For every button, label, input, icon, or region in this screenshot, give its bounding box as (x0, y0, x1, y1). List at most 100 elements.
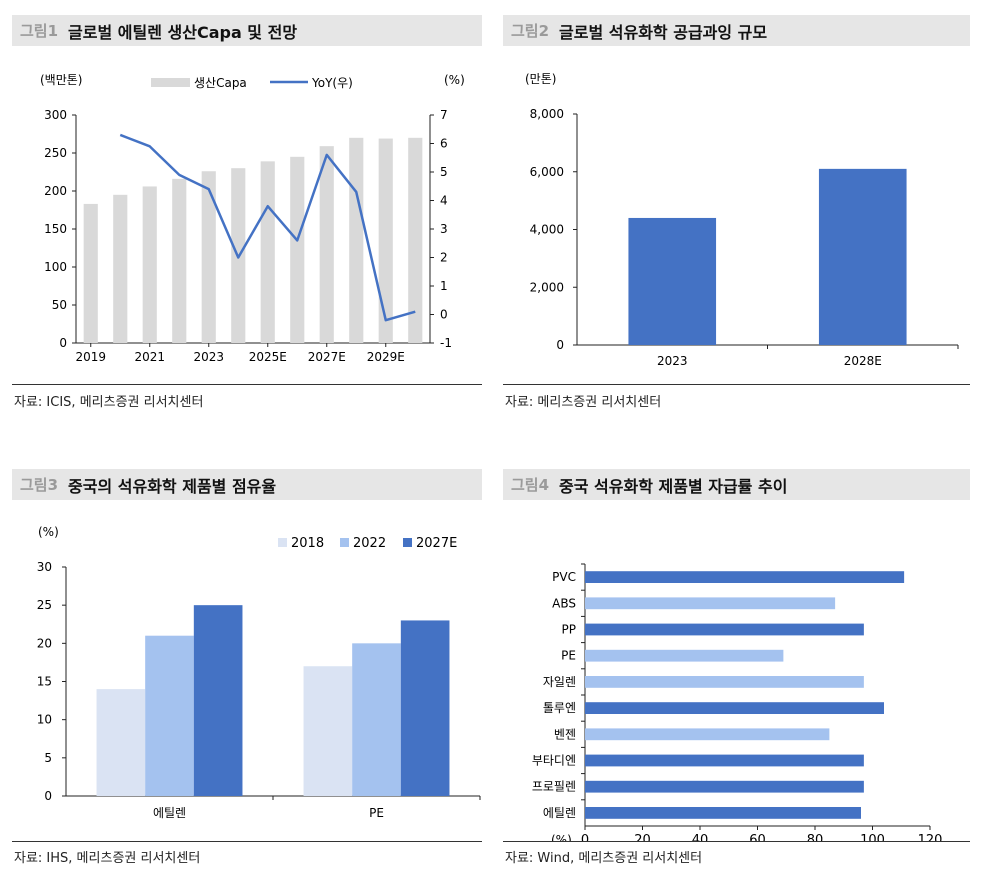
category-label: PE (561, 649, 576, 663)
y-axis-unit: (%) (38, 525, 59, 539)
selfsufficiency-bar (585, 754, 864, 767)
y2-tick-label: 2 (440, 251, 448, 265)
figure-1-panel: 그림1 글로벌 에틸렌 생산Capa 및 전망 (백만톤) (%) 생산Capa Yo… (12, 15, 482, 415)
figure-1-divider (12, 384, 482, 385)
y-tick-label: 50 (52, 298, 67, 312)
x-tick-label: 60 (749, 833, 766, 842)
share-bar (96, 689, 146, 796)
y-tick-label: 0 (556, 338, 564, 352)
y-tick-label: 4,000 (530, 223, 564, 237)
category-label: 부타디엔 (532, 754, 576, 768)
selfsufficiency-bar (585, 649, 784, 662)
y2-tick-label: 0 (440, 308, 448, 322)
x-tick-label: 120 (918, 833, 943, 842)
y-tick-label: 5 (44, 751, 52, 765)
x-tick-label: 2019 (75, 350, 106, 364)
y-tick-label: 0 (44, 789, 52, 803)
figure-3-title: 중국의 석유화학 제품별 점유율 (68, 476, 277, 496)
legend-label-yoy: YoY(우) (311, 76, 353, 90)
figure-2-source: 자료: 메리츠증권 리서치센터 (505, 395, 662, 410)
y-axis-unit: (만톤) (525, 72, 556, 86)
y2-tick-label: 4 (440, 194, 448, 208)
category-label: 에틸렌 (543, 806, 576, 820)
category-label: 톨루엔 (543, 701, 576, 715)
chart-2: (만톤) 0 2,000 4,000 6,000 8,000 2023 2028E (525, 72, 959, 368)
figure-4-source: 자료: Wind, 메리츠증권 리서치센터 (505, 851, 703, 866)
x-axis-unit: (%) (551, 833, 572, 842)
selfsufficiency-bar (585, 780, 864, 793)
figure-1-source: 자료: ICIS, 메리츠증권 리서치센터 (14, 395, 204, 410)
figure-4-panel: 그림4 중국 석유화학 제품별 자급률 추이 PVC ABS PP PE 자일렌 톨루엔 벤… (503, 469, 970, 869)
category-label: PVC (552, 570, 576, 584)
legend-swatch-capa (151, 78, 190, 87)
y2-tick-label: -1 (440, 336, 452, 350)
surplus-bar (628, 217, 717, 345)
figure-4-number: 그림4 (511, 476, 550, 494)
x-tick-label: 2027E (308, 350, 346, 364)
capa-bar (349, 137, 364, 343)
category-label: PP (562, 623, 576, 637)
y-tick-label: 0 (59, 336, 67, 350)
y-tick-label: 6,000 (530, 165, 564, 179)
x-tick-label: 2023 (657, 354, 688, 368)
legend-label-capa: 생산Capa (194, 76, 247, 90)
selfsufficiency-bar (585, 597, 836, 610)
y-tick-label: 8,000 (530, 107, 564, 121)
figure-3-number: 그림3 (20, 476, 59, 494)
selfsufficiency-bar (585, 676, 864, 688)
legend-swatch (278, 538, 287, 547)
x-tick-label: 0 (581, 833, 589, 842)
figure-4-divider (503, 841, 970, 842)
figure-3-title-bar: 그림3 중국의 석유화학 제품별 점유율 (12, 469, 482, 500)
legend-swatch (340, 538, 349, 547)
chart-1: (백만톤) (%)생산Capa YoY(우)050100150200250300-1… (40, 73, 465, 364)
figure-2-title-bar: 그림2 글로벌 석유화학 공급과잉 규모 (503, 15, 970, 46)
selfsufficiency-bar (585, 623, 864, 636)
category-label: 프로필렌 (532, 780, 576, 794)
y-tick-label: 300 (44, 108, 67, 122)
capa-bar (290, 156, 305, 343)
figure-3-panel: 그림3 중국의 석유화학 제품별 점유율 (%) 2018 2022 2027E 0 5 1… (12, 469, 482, 869)
chart-3: (%) 2018 2022 2027E 0 5 10 15 20 25 30 에틸렌 PE (37, 525, 481, 820)
legend-label: 2022 (353, 536, 386, 551)
category-label: 자일렌 (543, 675, 576, 689)
figure-1-number: 그림1 (20, 22, 59, 40)
figure-1-title-bar: 그림1 글로벌 에틸렌 생산Capa 및 전망 (12, 15, 482, 46)
figure-3-source: 자료: IHS, 메리츠증권 리서치센터 (14, 851, 201, 866)
y-tick-label: 150 (44, 222, 67, 236)
category-label: ABS (552, 596, 576, 610)
share-bar (303, 666, 353, 796)
x-tick-label: 100 (860, 833, 885, 842)
y-tick-label: 10 (37, 713, 52, 727)
figure-1-title: 글로벌 에틸렌 생산Capa 및 전망 (68, 22, 298, 42)
y-tick-label: 25 (37, 598, 52, 612)
x-tick-label: PE (369, 806, 384, 820)
y-tick-label: 20 (37, 636, 52, 650)
y2-tick-label: 1 (440, 279, 448, 293)
y2-tick-label: 5 (440, 165, 448, 179)
y-tick-label: 2,000 (530, 280, 564, 294)
capa-bar (408, 137, 423, 343)
surplus-bar (818, 168, 907, 345)
selfsufficiency-bar (585, 728, 830, 741)
legend-swatch (403, 538, 412, 547)
share-bar (352, 643, 401, 796)
y-tick-label: 15 (37, 675, 52, 689)
capa-bar (319, 146, 334, 343)
capa-bar (260, 161, 275, 343)
figure-3-divider (12, 841, 482, 842)
x-tick-label: 40 (692, 833, 709, 842)
capa-bar (113, 194, 128, 343)
figure-2-divider (503, 384, 970, 385)
y-tick-label: 250 (44, 146, 67, 160)
y2-tick-label: 6 (440, 137, 448, 151)
y2-tick-label: 3 (440, 222, 448, 236)
share-bar (193, 605, 243, 796)
legend-label: 2018 (291, 536, 324, 551)
figure-4-title: 중국 석유화학 제품별 자급률 추이 (559, 476, 788, 496)
x-tick-label: 2021 (134, 350, 165, 364)
capa-bar (142, 186, 157, 343)
x-tick-label: 80 (807, 833, 824, 842)
selfsufficiency-bar (585, 571, 905, 583)
share-bar (145, 635, 194, 796)
